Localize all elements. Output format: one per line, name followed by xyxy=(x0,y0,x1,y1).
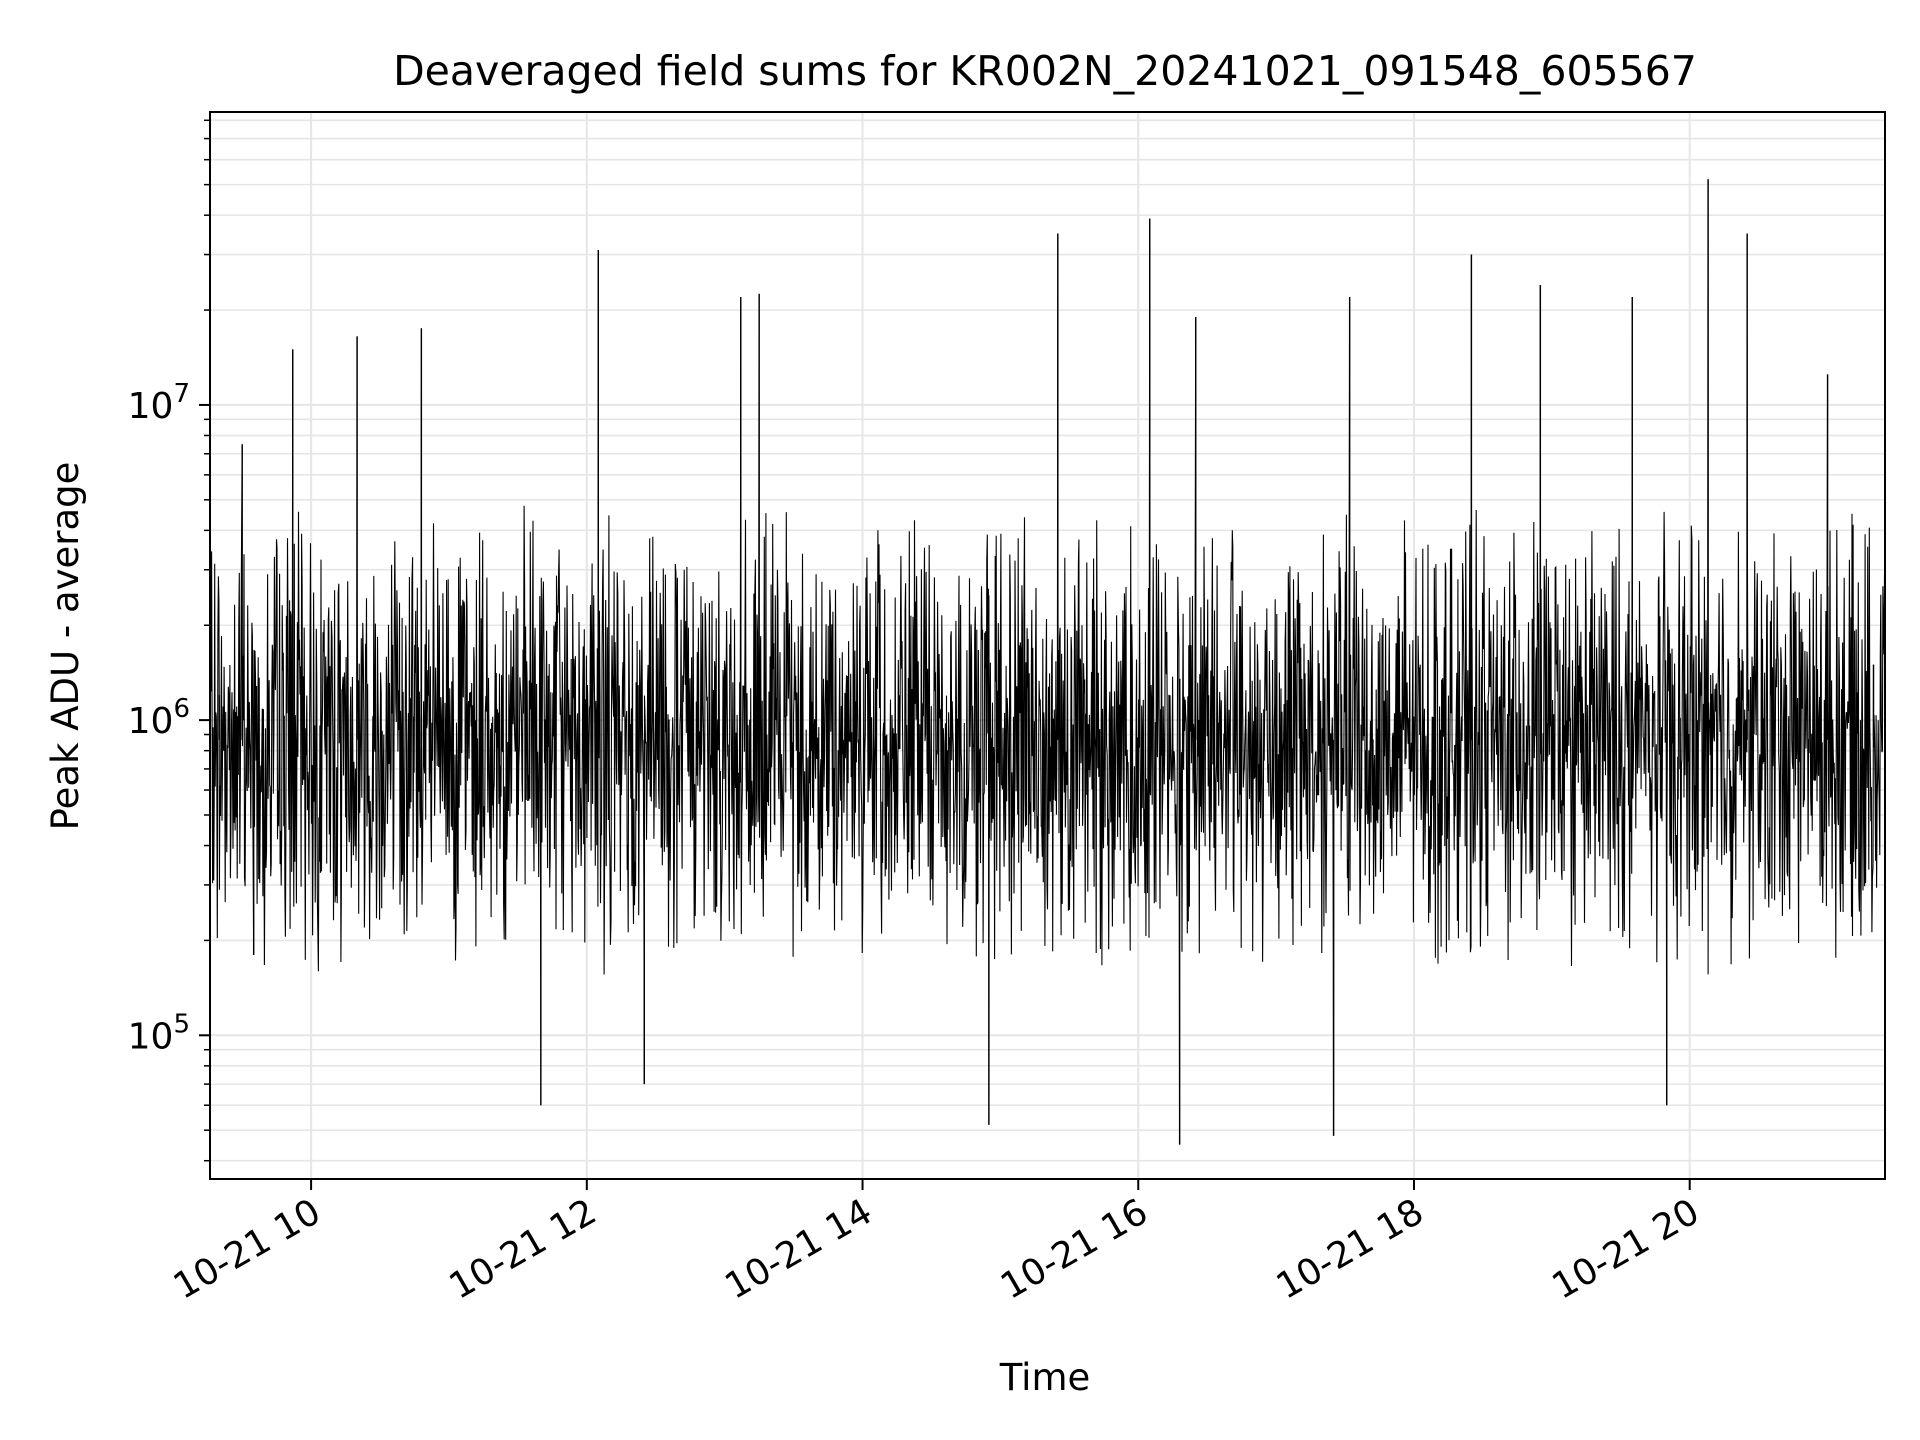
plot-frame xyxy=(209,111,1886,1180)
chart-title: Deaveraged field sums for KR002N_2024102… xyxy=(393,47,1697,95)
y-tick-label-exponent: 5 xyxy=(173,1009,190,1039)
y-axis-label: Peak ADU - average xyxy=(44,462,87,831)
y-tick-label: 106 xyxy=(128,694,190,742)
x-axis-label: Time xyxy=(999,1356,1091,1399)
y-tick-label-exponent: 7 xyxy=(173,379,190,409)
y-tick-label-exponent: 6 xyxy=(173,694,190,724)
y-tick-label-base: 10 xyxy=(128,386,174,427)
series-layer xyxy=(209,179,1886,1145)
y-tick-label-base: 10 xyxy=(128,1016,174,1057)
y-tick-label: 105 xyxy=(128,1009,190,1057)
y-tick-label: 107 xyxy=(128,379,190,427)
series-line xyxy=(209,179,1886,1145)
y-tick-label-base: 10 xyxy=(128,701,174,742)
